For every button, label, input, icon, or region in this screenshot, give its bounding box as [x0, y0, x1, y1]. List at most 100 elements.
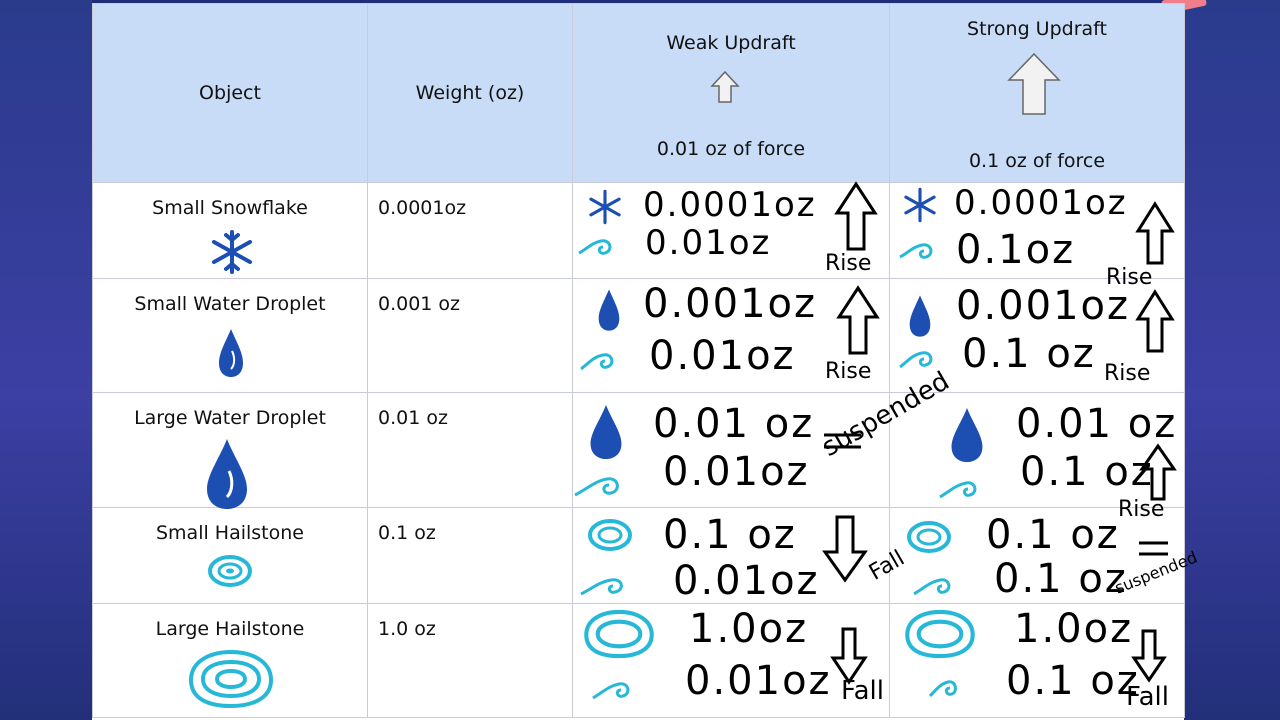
water-droplet-icon: [219, 329, 243, 377]
handwritten-updraft-force: 0.01oz: [663, 449, 810, 495]
object-cell: Small Hailstone: [92, 507, 368, 604]
handwritten-object-weight: 0.01 oz: [653, 401, 815, 447]
table-row: Small Hailstone 0.1 oz 0.1 oz 0.01oz: [92, 507, 1200, 604]
header-strong-updraft: Strong Updraft 0.1 oz of force: [889, 3, 1185, 183]
object-name: Small Snowflake: [152, 197, 308, 219]
hailstone-icon: [907, 521, 951, 553]
background-left: [0, 0, 92, 720]
object-name: Large Water Droplet: [134, 407, 326, 429]
snowflake-icon: [904, 187, 936, 223]
weak-updraft-cell: 0.001oz 0.01oz Rise: [572, 278, 890, 393]
fall-arrow-icon: [1131, 629, 1167, 683]
handwritten-object-weight: 0.1 oz: [986, 512, 1120, 558]
handwritten-updraft-force: 0.01oz: [673, 558, 820, 604]
result-label: Fall: [1126, 682, 1169, 712]
table-row: Small Water Droplet 0.001 oz 0.001oz 0.0…: [92, 278, 1185, 393]
weight-cell: 0.1 oz: [367, 507, 573, 604]
result-label: Rise: [825, 359, 872, 384]
header-object-label: Object: [199, 82, 261, 104]
hailstone-icon: [584, 609, 654, 659]
snowflake-icon: [212, 230, 252, 274]
strong-updraft-cell: 0.001oz 0.1 oz Rise: [889, 278, 1185, 393]
object-name: Small Hailstone: [155, 522, 304, 544]
water-droplet-icon: [951, 407, 983, 463]
weak-updraft-cell: 0.0001oz 0.01oz Rise: [572, 181, 890, 279]
wind-swirl-icon: [580, 353, 614, 371]
fall-arrow-icon: [830, 627, 868, 685]
hailstone-icon: [188, 649, 274, 709]
wind-swirl-icon: [928, 680, 957, 698]
large-up-arrow-icon: [1007, 52, 1061, 115]
result-label: Rise: [825, 251, 872, 276]
handwritten-updraft-force: 0.1 oz: [1006, 658, 1140, 704]
header-weight-label: Weight (oz): [415, 82, 525, 104]
handwritten-object-weight: 0.001oz: [956, 283, 1130, 329]
handwritten-updraft-force: 0.01oz: [649, 333, 796, 379]
table-row: Large Water Droplet 0.01 oz 0.01 oz 0.01…: [92, 366, 1185, 522]
rise-arrow-icon: [834, 181, 878, 251]
handwritten-object-weight: 0.01 oz: [1016, 401, 1178, 447]
rise-arrow-icon: [836, 285, 880, 355]
water-droplet-icon: [207, 439, 247, 509]
water-droplet-icon: [590, 404, 622, 460]
hailstone-icon: [905, 609, 975, 659]
handwritten-updraft-force: 0.1 oz: [994, 556, 1128, 602]
wind-swirl-icon: [913, 578, 951, 596]
wind-swirl-icon: [592, 682, 630, 700]
strong-updraft-cell: 0.1 oz 0.1 oz suspended: [889, 507, 1200, 604]
strong-updraft-cell: 0.01 oz 0.1 oz Rise: [889, 392, 1185, 522]
rise-arrow-icon: [1139, 443, 1177, 501]
handwritten-updraft-force: 0.1 oz: [1020, 449, 1154, 495]
wind-swirl-icon: [574, 477, 619, 497]
background-right: [1184, 0, 1280, 720]
rise-arrow-icon: [1135, 289, 1175, 353]
strong-updraft-cell: 0.0001oz 0.1oz Rise: [889, 182, 1185, 290]
object-cell: Large Water Droplet: [92, 392, 368, 509]
header-weight: Weight (oz): [367, 3, 573, 183]
updraft-table-sheet: Object Weight (oz) Weak Updraft 0.01 oz …: [92, 3, 1200, 720]
weight-cell: 1.0 oz: [367, 603, 573, 718]
snowflake-icon: [589, 189, 621, 225]
handwritten-updraft-force: 0.01oz: [645, 223, 772, 263]
header-row: Object Weight (oz) Weak Updraft 0.01 oz …: [92, 3, 1185, 183]
weight-cell: 0.01 oz: [367, 392, 573, 508]
weak-force-label: 0.01 oz of force: [656, 138, 806, 160]
wind-swirl-icon: [578, 239, 612, 255]
equals-sign-icon: [1139, 541, 1168, 556]
handwritten-object-weight: 1.0oz: [689, 606, 809, 652]
small-up-arrow-icon: [710, 70, 740, 103]
object-name: Large Hailstone: [155, 618, 305, 640]
object-cell: Small Water Droplet: [92, 278, 368, 393]
handwritten-updraft-force: 0.1 oz: [962, 331, 1096, 377]
header-weak-updraft: Weak Updraft 0.01 oz of force: [572, 3, 890, 183]
water-droplet-icon: [909, 295, 931, 337]
table-row: Small Snowflake 0.0001oz 0.0001oz: [92, 181, 1185, 290]
result-label: Rise: [1104, 361, 1151, 386]
hailstone-icon: [208, 555, 252, 587]
weak-updraft-cell: 0.01 oz 0.01oz suspended: [572, 366, 955, 508]
object-cell: Large Hailstone: [92, 603, 368, 718]
strong-force-label: 0.1 oz of force: [968, 150, 1106, 172]
wind-swirl-icon: [939, 481, 977, 499]
handwritten-object-weight: 0.0001oz: [643, 185, 817, 225]
updraft-table: Object Weight (oz) Weak Updraft 0.01 oz …: [92, 3, 1200, 718]
object-name: Small Water Droplet: [134, 293, 326, 315]
wind-swirl-icon: [899, 351, 933, 369]
handwritten-object-weight: 0.0001oz: [954, 183, 1128, 223]
handwritten-updraft-force: 0.01oz: [685, 658, 832, 704]
object-cell: Small Snowflake: [92, 182, 368, 279]
wind-swirl-icon: [580, 578, 623, 596]
handwritten-updraft-force: 0.1oz: [956, 227, 1076, 273]
hailstone-icon: [588, 519, 632, 551]
rise-arrow-icon: [1135, 201, 1175, 265]
header-object: Object: [92, 3, 368, 183]
table-row: Large Hailstone 1.0 oz 1.0oz 0.01oz: [92, 603, 1185, 718]
water-droplet-icon: [598, 289, 620, 331]
weight-cell: 0.0001oz: [367, 182, 573, 279]
weak-updraft-label: Weak Updraft: [666, 32, 796, 54]
fall-arrow-icon: [822, 515, 868, 583]
result-label: Fall: [841, 676, 884, 706]
handwritten-object-weight: 0.1 oz: [663, 512, 797, 558]
weak-updraft-cell: 0.1 oz 0.01oz Fall: [572, 507, 909, 604]
weight-cell: 0.001 oz: [367, 278, 573, 393]
